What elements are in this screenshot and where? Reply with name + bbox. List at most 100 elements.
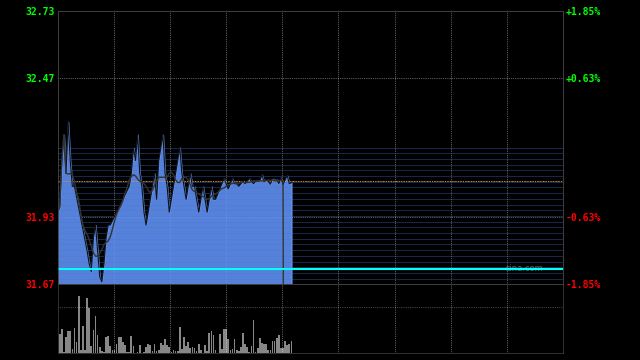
Bar xyxy=(150,345,151,353)
Bar xyxy=(67,331,69,353)
Bar xyxy=(215,350,216,353)
Bar xyxy=(82,326,84,353)
Bar xyxy=(160,343,162,353)
Bar xyxy=(147,345,149,353)
Bar xyxy=(59,334,61,353)
Bar xyxy=(276,338,278,353)
Bar xyxy=(278,336,280,353)
Bar xyxy=(212,335,214,353)
Bar xyxy=(114,350,115,353)
Bar xyxy=(240,347,242,353)
Bar xyxy=(122,342,124,353)
Bar xyxy=(248,352,250,353)
Bar xyxy=(225,329,227,353)
Bar xyxy=(162,345,164,353)
Bar xyxy=(286,345,288,353)
Bar xyxy=(242,333,244,353)
Bar xyxy=(116,343,117,353)
Bar xyxy=(183,337,185,353)
Bar xyxy=(101,351,102,353)
Bar xyxy=(196,351,198,353)
Bar xyxy=(86,297,88,353)
Bar xyxy=(232,349,234,353)
Bar xyxy=(164,339,166,353)
Bar xyxy=(109,346,111,353)
Bar xyxy=(105,337,107,353)
Bar xyxy=(257,348,259,353)
Bar xyxy=(78,296,79,353)
Bar xyxy=(200,350,202,353)
Bar xyxy=(80,350,82,353)
Bar xyxy=(166,345,168,353)
Bar xyxy=(206,351,208,353)
Bar xyxy=(97,336,99,353)
Bar xyxy=(72,349,73,353)
Bar xyxy=(234,339,236,353)
Bar xyxy=(124,346,126,353)
Bar xyxy=(189,348,191,353)
Bar xyxy=(132,346,134,353)
Bar xyxy=(211,331,212,353)
Bar xyxy=(76,342,77,353)
Bar xyxy=(244,344,246,353)
Bar xyxy=(259,338,260,353)
Bar xyxy=(88,308,90,353)
Bar xyxy=(181,349,183,353)
Bar xyxy=(154,344,156,353)
Bar xyxy=(137,352,138,353)
Bar xyxy=(227,339,229,353)
Bar xyxy=(236,350,237,353)
Bar xyxy=(61,329,63,353)
Bar xyxy=(139,345,141,353)
Bar xyxy=(84,350,86,353)
Bar xyxy=(263,344,265,353)
Bar xyxy=(266,344,267,353)
Bar xyxy=(145,347,147,353)
Bar xyxy=(120,337,122,353)
Bar xyxy=(280,348,282,353)
Bar xyxy=(118,337,120,353)
Bar xyxy=(223,329,225,353)
Bar xyxy=(143,352,145,353)
Bar xyxy=(129,352,130,353)
Bar xyxy=(177,351,179,353)
Bar xyxy=(204,345,206,353)
Bar xyxy=(198,344,200,353)
Bar xyxy=(103,352,105,353)
Bar xyxy=(57,352,58,353)
Bar xyxy=(170,352,172,353)
Bar xyxy=(108,336,109,353)
Bar xyxy=(168,347,170,353)
Bar xyxy=(95,316,97,353)
Bar xyxy=(261,343,263,353)
Bar xyxy=(194,348,195,353)
Bar xyxy=(255,352,257,353)
Bar xyxy=(284,341,286,353)
Bar xyxy=(74,328,76,353)
Bar xyxy=(253,320,254,353)
Bar xyxy=(251,346,252,353)
Bar xyxy=(179,327,180,353)
Bar xyxy=(126,352,128,353)
Bar xyxy=(111,350,113,353)
Bar xyxy=(246,347,248,353)
Bar xyxy=(185,346,187,353)
Bar xyxy=(173,350,174,353)
Bar xyxy=(152,351,153,353)
Bar xyxy=(93,330,94,353)
Bar xyxy=(282,348,284,353)
Bar xyxy=(274,341,275,353)
Bar xyxy=(175,351,177,353)
Bar xyxy=(65,337,67,353)
Bar xyxy=(131,337,132,353)
Bar xyxy=(291,342,292,353)
Bar xyxy=(156,351,157,353)
Bar xyxy=(271,341,273,353)
Bar xyxy=(69,330,71,353)
Bar xyxy=(230,350,231,353)
Bar xyxy=(219,334,221,353)
Bar xyxy=(188,342,189,353)
Bar xyxy=(221,349,223,353)
Bar xyxy=(238,351,239,353)
Bar xyxy=(209,333,210,353)
